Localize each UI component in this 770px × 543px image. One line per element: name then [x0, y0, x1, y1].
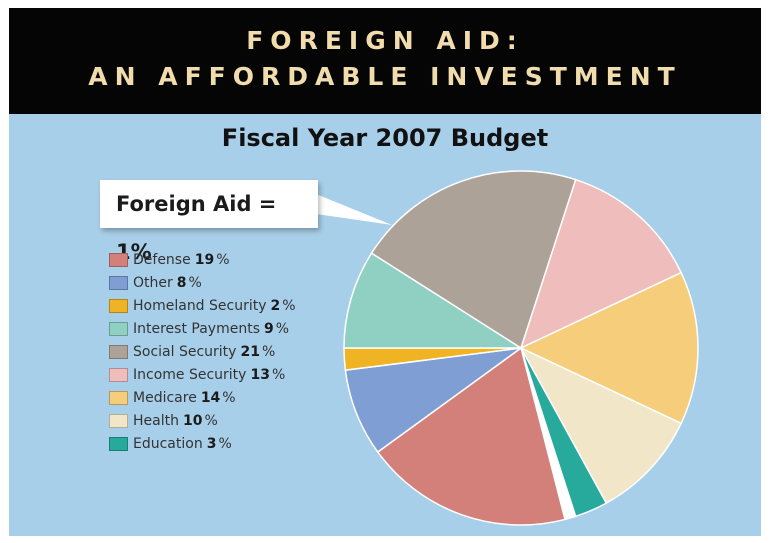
pie-slice-income-security	[519, 178, 683, 350]
legend-percent-sign: %	[275, 320, 290, 337]
legend-percent-sign: %	[204, 412, 218, 429]
legend-label: Income Security	[133, 366, 247, 383]
legend-item: Health 10%	[109, 409, 296, 432]
legend-item: Income Security 13%	[109, 363, 296, 386]
legend-value: 19	[194, 251, 215, 268]
legend-swatch	[109, 275, 128, 290]
legend-percent-sign: %	[222, 389, 236, 406]
legend-percent-sign: %	[282, 297, 296, 314]
legend-percent-sign: %	[261, 343, 276, 360]
legend-value: 9	[263, 320, 274, 337]
legend-value: 21	[240, 343, 260, 360]
pie-slice-interest-payments	[343, 252, 524, 349]
legend-label: Education	[133, 435, 203, 452]
legend-item: Homeland Security 2%	[109, 294, 296, 317]
legend-value: 13	[250, 366, 270, 383]
legend-item: Other 8%	[109, 271, 296, 294]
pie-slice-social-security	[370, 170, 577, 350]
pie-slice-health	[519, 346, 683, 505]
legend-label: Social Security	[133, 343, 237, 360]
pie-slice-medicare	[519, 271, 699, 425]
pie-slice-defense	[376, 346, 566, 526]
legend-swatch	[109, 390, 128, 405]
legend-percent-sign: %	[218, 435, 232, 452]
legend-item: Defense 19%	[109, 248, 296, 271]
pie-slices	[343, 170, 699, 526]
legend-value: 3	[206, 435, 217, 452]
legend-swatch	[109, 344, 128, 359]
chart-title: Fiscal Year 2007 Budget	[221, 124, 549, 152]
legend-item: Social Security 21%	[109, 340, 296, 363]
foreign-aid-callout: Foreign Aid = 1%	[100, 180, 318, 264]
banner-title-line-1: FOREIGN AID:	[246, 26, 524, 55]
chart-legend: Defense 19% Other 8% Homeland Security 2% Inte…	[109, 248, 296, 455]
legend-swatch	[109, 252, 128, 267]
legend-swatch	[109, 367, 128, 382]
title-banner: FOREIGN AID: AN AFFORDABLE INVESTMENT	[9, 8, 761, 114]
legend-label: Defense	[133, 251, 191, 268]
legend-swatch	[109, 298, 128, 313]
legend-value: 2	[270, 297, 281, 314]
legend-swatch	[109, 321, 128, 336]
legend-value: 14	[200, 389, 221, 406]
legend-value: 10	[182, 412, 203, 429]
legend-swatch	[109, 436, 128, 451]
banner-title-line-2: AN AFFORDABLE INVESTMENT	[88, 62, 682, 91]
legend-label: Other	[133, 274, 173, 291]
legend-label: Interest Payments	[133, 320, 260, 337]
legend-item: Interest Payments 9%	[109, 317, 296, 340]
legend-item: Education 3%	[109, 432, 296, 455]
callout-pointer	[316, 194, 392, 225]
legend-percent-sign: %	[271, 366, 286, 383]
legend-percent-sign: %	[188, 274, 202, 291]
legend-label: Homeland Security	[133, 297, 267, 314]
legend-swatch	[109, 413, 128, 428]
legend-item: Medicare 14%	[109, 386, 296, 409]
legend-label: Health	[133, 412, 179, 429]
pie-slice-other	[344, 347, 522, 454]
legend-percent-sign: %	[216, 251, 230, 268]
pie-slice-education	[520, 347, 608, 518]
legend-label: Medicare	[133, 389, 197, 406]
legend-value: 8	[176, 274, 187, 291]
